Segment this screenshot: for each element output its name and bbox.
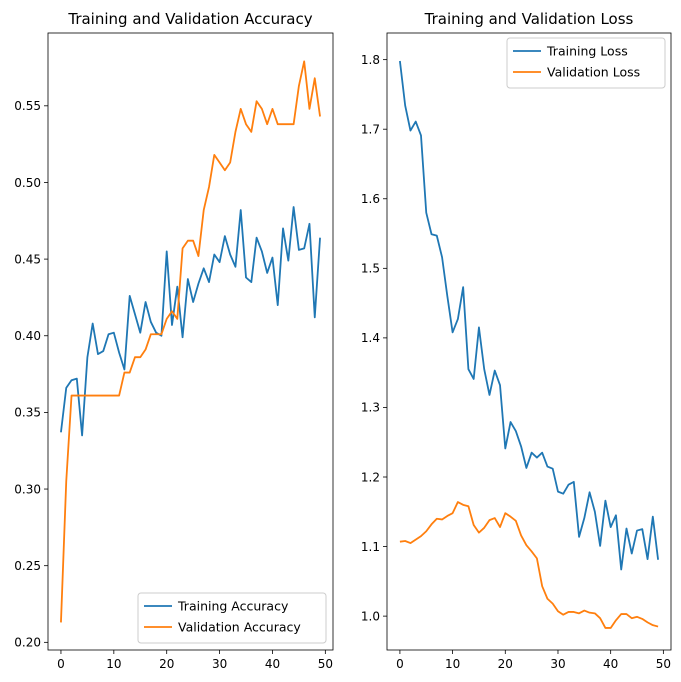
- accuracy-y-tick-label-3: 0.35: [14, 406, 41, 420]
- accuracy-y-tick-label-0: 0.20: [14, 636, 41, 650]
- loss-x-tick-label-10: 10: [445, 657, 460, 671]
- accuracy-y-tick-label-7: 0.55: [14, 99, 41, 113]
- accuracy-series: [60, 60, 321, 623]
- loss-series: [399, 60, 659, 629]
- series-line-training-accuracy: [60, 206, 321, 437]
- accuracy-x-tick-label-20: 20: [159, 657, 174, 671]
- loss-y-tick-label-7: 1.7: [361, 123, 380, 137]
- accuracy-x-tick-label-50: 50: [318, 657, 333, 671]
- loss-y-tick-label-0: 1.0: [361, 609, 380, 623]
- loss-chart: Training and Validation Loss 0 10 20 30 40 50…: [361, 10, 672, 671]
- accuracy-x-tick-label-0: 0: [57, 657, 65, 671]
- accuracy-chart: Training and Validation Accuracy 0 10 20 30…: [14, 10, 334, 671]
- loss-legend: Training Loss Validation Loss: [506, 37, 666, 89]
- accuracy-y-axis: 0.20 0.25 0.30 0.35 0.40 0.45 0.50 0.55: [14, 99, 48, 650]
- accuracy-y-tick-label-1: 0.25: [14, 559, 41, 573]
- accuracy-y-tick-label-4: 0.40: [14, 329, 41, 343]
- accuracy-legend: Training Accuracy Validation Accuracy: [137, 592, 327, 644]
- series-line-validation-accuracy: [60, 60, 321, 623]
- accuracy-x-tick-label-40: 40: [265, 657, 280, 671]
- loss-legend-box: [506, 37, 666, 89]
- loss-chart-title: Training and Validation Loss: [424, 10, 634, 28]
- accuracy-x-tick-label-10: 10: [106, 657, 121, 671]
- loss-y-tick-label-8: 1.8: [361, 53, 380, 67]
- legend-label-training-accuracy: Training Accuracy: [177, 599, 289, 614]
- legend-label-training-loss: Training Loss: [546, 44, 628, 59]
- loss-y-tick-label-3: 1.3: [361, 401, 380, 415]
- accuracy-y-tick-label-6: 0.50: [14, 176, 41, 190]
- accuracy-legend-box: [137, 592, 327, 644]
- loss-y-tick-label-5: 1.5: [361, 262, 380, 276]
- loss-y-tick-label-2: 1.2: [361, 470, 380, 484]
- accuracy-chart-title: Training and Validation Accuracy: [67, 10, 312, 28]
- loss-x-axis: 0 10 20 30 40 50: [396, 650, 671, 671]
- loss-y-tick-label-1: 1.1: [361, 540, 380, 554]
- accuracy-x-axis: 0 10 20 30 40 50: [57, 650, 333, 671]
- accuracy-y-tick-label-2: 0.30: [14, 482, 41, 496]
- loss-y-tick-label-4: 1.4: [361, 331, 380, 345]
- loss-x-tick-label-20: 20: [498, 657, 513, 671]
- loss-x-tick-label-30: 30: [550, 657, 565, 671]
- loss-y-tick-label-6: 1.6: [361, 192, 380, 206]
- loss-x-tick-label-0: 0: [396, 657, 404, 671]
- accuracy-x-tick-label-30: 30: [212, 657, 227, 671]
- legend-label-validation-accuracy: Validation Accuracy: [178, 620, 301, 635]
- loss-axes-frame: [386, 32, 672, 651]
- accuracy-y-tick-label-5: 0.45: [14, 252, 41, 266]
- loss-y-axis: 1.0 1.1 1.2 1.3 1.4 1.5 1.6 1.7 1.8: [361, 53, 387, 623]
- loss-x-tick-label-50: 50: [656, 657, 671, 671]
- series-line-training-loss: [399, 60, 659, 571]
- series-line-validation-loss: [399, 501, 659, 629]
- accuracy-axes-frame: [47, 32, 334, 651]
- loss-x-tick-label-40: 40: [603, 657, 618, 671]
- legend-label-validation-loss: Validation Loss: [547, 65, 640, 80]
